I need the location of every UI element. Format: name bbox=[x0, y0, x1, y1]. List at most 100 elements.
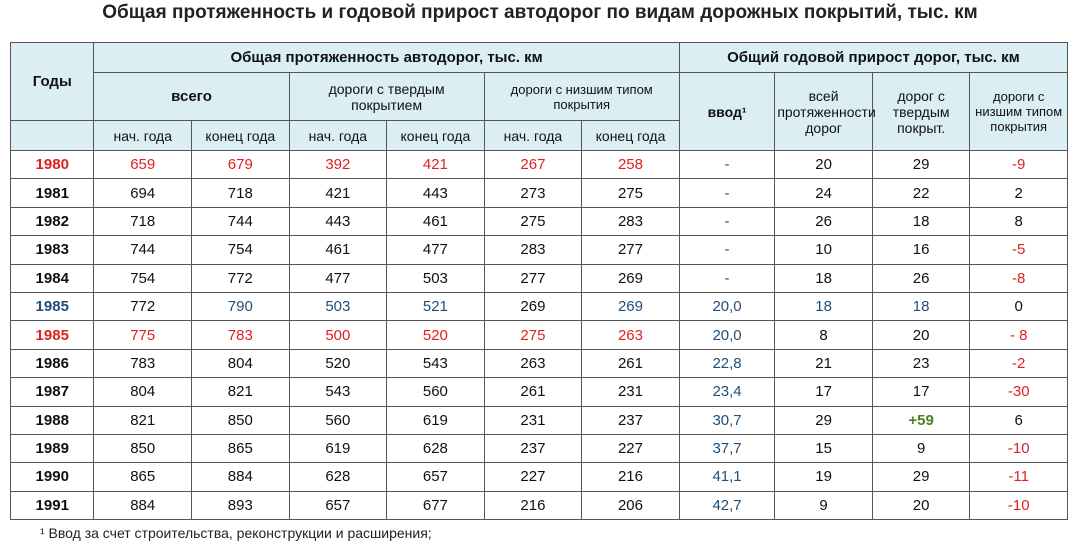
header-cell: конец года bbox=[386, 120, 485, 151]
table-cell: 477 bbox=[386, 235, 485, 265]
table-cell: -8 bbox=[969, 263, 1068, 293]
header-cell: дороги с низшим типом покрытия bbox=[969, 72, 1068, 151]
table-cell: 718 bbox=[93, 206, 193, 237]
table-cell: 19 bbox=[774, 462, 873, 492]
table-cell: +59 bbox=[871, 405, 971, 435]
table-cell: 17 bbox=[774, 377, 873, 407]
table-cell: 277 bbox=[581, 235, 680, 265]
year-cell: 1983 bbox=[9, 235, 95, 265]
table-cell: 421 bbox=[288, 178, 388, 208]
table-cell: 520 bbox=[288, 348, 388, 379]
table-cell: 6 bbox=[969, 405, 1068, 435]
table-cell: 237 bbox=[581, 405, 680, 435]
table-cell: 29 bbox=[871, 462, 971, 492]
table-cell: 17 bbox=[871, 377, 971, 407]
table-cell: 619 bbox=[386, 405, 485, 435]
table-row: 1990 865 884 628 657 227 216 41,1 19 29 -11 bbox=[9, 462, 1068, 492]
table-cell: 263 bbox=[581, 320, 680, 350]
table-cell: 500 bbox=[288, 320, 388, 350]
table-row: 1991 884 893 657 677 216 206 42,7 9 20 -10 bbox=[9, 490, 1068, 521]
table-row: 1984 754 772 477 503 277 269-18 26 -8 bbox=[9, 263, 1068, 293]
table-cell: 29 bbox=[774, 405, 873, 435]
table-cell: 657 bbox=[386, 462, 485, 492]
table-cell: 231 bbox=[581, 377, 680, 407]
table-cell: 775 bbox=[93, 320, 193, 350]
table-cell: - 8 bbox=[969, 320, 1068, 350]
table-row: 1985 775 783 500 520 275 263 20,0 8 20- 8 bbox=[9, 320, 1068, 350]
table-cell: 783 bbox=[191, 320, 290, 350]
header-cell: нач. года bbox=[288, 120, 388, 151]
table-cell: 18 bbox=[774, 263, 873, 293]
table-row: 1985 772 790 503 521 269 269 20,0 18 18 0 bbox=[9, 291, 1068, 322]
table-cell: 15 bbox=[774, 433, 873, 464]
table-cell: 477 bbox=[288, 263, 388, 293]
table-cell: 206 bbox=[581, 490, 680, 521]
table-cell: - bbox=[678, 235, 776, 265]
footnote: ¹ Ввод за счет строительства, реконструк… bbox=[40, 525, 432, 541]
table-cell: 275 bbox=[483, 320, 583, 350]
table-cell: 421 bbox=[386, 149, 485, 180]
table-cell: 269 bbox=[483, 291, 583, 322]
table-cell: 461 bbox=[386, 206, 485, 237]
table-cell: 237 bbox=[483, 433, 583, 464]
header-cell bbox=[9, 120, 95, 151]
table-cell: 865 bbox=[191, 433, 290, 464]
header-cell: всей протяженности дорог bbox=[774, 72, 876, 151]
table-cell: 261 bbox=[581, 348, 680, 379]
year-cell: 1980 bbox=[9, 149, 95, 180]
table-cell: 884 bbox=[191, 462, 290, 492]
year-cell: 1988 bbox=[9, 405, 95, 435]
table-row: 1980 659 679 392 421 267 258-20 29 -9 bbox=[9, 149, 1068, 180]
header-cell: нач. года bbox=[93, 120, 193, 151]
header-cell: Общий годовой прирост дорог, тыс. км bbox=[678, 42, 1069, 73]
table-cell: 227 bbox=[483, 462, 583, 492]
table-cell: 628 bbox=[288, 462, 388, 492]
table-cell: 231 bbox=[483, 405, 583, 435]
table-cell: 227 bbox=[581, 433, 680, 464]
table-cell: 23 bbox=[871, 348, 971, 379]
table-cell: -2 bbox=[969, 348, 1068, 379]
table-cell: 37,7 bbox=[678, 433, 776, 464]
table-cell: 461 bbox=[288, 235, 388, 265]
table-cell: 24 bbox=[774, 178, 873, 208]
table-cell: 560 bbox=[386, 377, 485, 407]
year-cell: 1987 bbox=[9, 377, 95, 407]
table-cell: 8 bbox=[969, 206, 1068, 237]
table-cell: 754 bbox=[191, 235, 290, 265]
header-cell: дорог с твердым покрыт. bbox=[871, 72, 971, 151]
table-cell: 20 bbox=[774, 149, 873, 180]
table-cell: 216 bbox=[581, 462, 680, 492]
table-cell: 503 bbox=[386, 263, 485, 293]
table-cell: 754 bbox=[93, 263, 193, 293]
table-cell: 628 bbox=[386, 433, 485, 464]
table-cell: -11 bbox=[969, 462, 1068, 492]
table-cell: 821 bbox=[191, 377, 290, 407]
table-cell: 543 bbox=[386, 348, 485, 379]
table-cell: 619 bbox=[288, 433, 388, 464]
table-cell: 263 bbox=[483, 348, 583, 379]
table-cell: 20,0 bbox=[678, 320, 776, 350]
table-cell: 267 bbox=[483, 149, 583, 180]
table-cell: 18 bbox=[774, 291, 873, 322]
table-cell: 2 bbox=[969, 178, 1068, 208]
table-row: 1982 718 744 443 461 275 283-26 18 8 bbox=[9, 206, 1068, 237]
table-cell: 283 bbox=[581, 206, 680, 237]
table-cell: 41,1 bbox=[678, 462, 776, 492]
table-cell: 521 bbox=[386, 291, 485, 322]
table-cell: 21 bbox=[774, 348, 873, 379]
table-cell: 10 bbox=[774, 235, 873, 265]
table-cell: 772 bbox=[191, 263, 290, 293]
table-row: 1989 850 865 619 628 237 227 37,7 15 9 -10 bbox=[9, 433, 1068, 464]
table-row: 1983 744 754 461 477 283 277-10 16 -5 bbox=[9, 235, 1068, 265]
table-cell: 16 bbox=[871, 235, 971, 265]
table-cell: -10 bbox=[969, 490, 1068, 521]
table-cell: 20 bbox=[871, 320, 971, 350]
table-cell: 216 bbox=[483, 490, 583, 521]
table-cell: 277 bbox=[483, 263, 583, 293]
table-cell: -30 bbox=[969, 377, 1068, 407]
table-cell: 8 bbox=[774, 320, 873, 350]
table-cell: 790 bbox=[191, 291, 290, 322]
table-cell: 893 bbox=[191, 490, 290, 521]
table-cell: 677 bbox=[386, 490, 485, 521]
